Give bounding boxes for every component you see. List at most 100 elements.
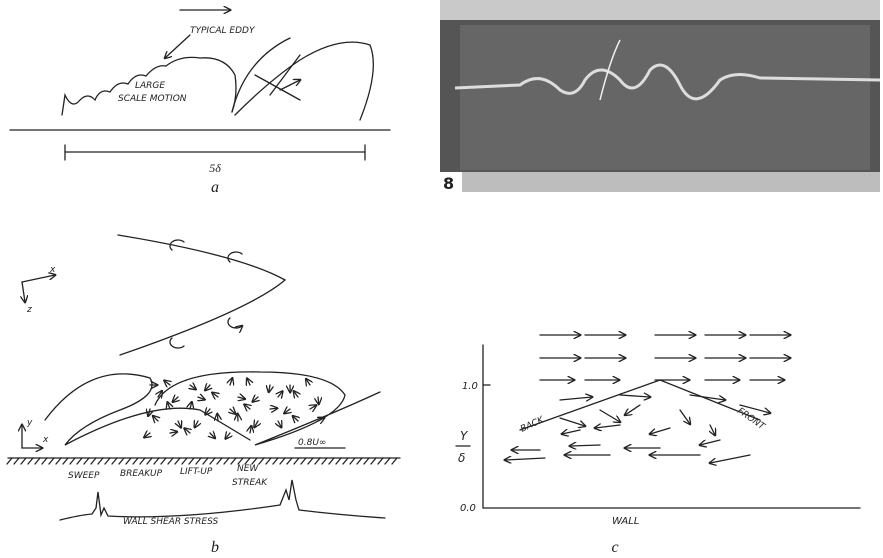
vector — [505, 458, 545, 460]
annotation: LIFT-UP — [180, 467, 213, 477]
vector — [650, 428, 670, 434]
hatch-mark — [147, 458, 152, 464]
flow-arrow — [255, 421, 258, 427]
annotation: STREAK — [232, 478, 268, 488]
hatch-mark — [371, 458, 376, 464]
vector — [562, 430, 580, 434]
annotation: NEW — [237, 464, 259, 474]
hatch-mark — [133, 458, 138, 464]
annotation: BACK — [519, 415, 546, 435]
vector — [595, 425, 620, 428]
hatch-mark — [301, 458, 306, 464]
hatch-mark — [392, 458, 397, 464]
flow-arrow — [178, 421, 181, 427]
axis — [22, 275, 55, 282]
photo-band — [440, 0, 880, 20]
flow-arrow — [185, 429, 190, 433]
label: TYPICAL EDDY — [190, 26, 256, 36]
hatch-mark — [63, 458, 68, 464]
y-label: Y — [460, 429, 469, 443]
flow-arrow — [269, 385, 270, 392]
flow-arrow — [190, 402, 192, 409]
flow-arrow — [217, 414, 218, 421]
flow-arrow — [253, 397, 258, 402]
photo-label: 8 — [443, 174, 454, 193]
hatch-mark — [154, 458, 159, 464]
hatch-mark — [385, 458, 390, 464]
bulge — [232, 38, 373, 120]
hairpin — [118, 235, 285, 355]
hatch-mark — [196, 458, 201, 464]
hatch-mark — [84, 458, 89, 464]
y-tick-label: 1.0 — [462, 381, 478, 392]
hatch-mark — [189, 458, 194, 464]
flow-arrow — [306, 379, 310, 385]
label: SCALE MOTION — [118, 94, 187, 104]
vector — [570, 445, 600, 446]
flow-arrow — [318, 397, 319, 404]
hatch-mark — [14, 458, 19, 464]
hatch-mark — [308, 458, 313, 464]
hatch-mark — [287, 458, 292, 464]
flow-arrow — [153, 416, 158, 421]
flow-arrow — [278, 392, 282, 397]
hatch-mark — [70, 458, 75, 464]
annotation: FRONT — [735, 406, 767, 433]
axis-label: z — [26, 305, 32, 315]
photo-field — [460, 25, 870, 170]
annotation: BREAKUP — [120, 469, 163, 479]
panel-b: x z y x 0.8U∞ SWEEP BREAKUP LIFT-UP NEW … — [7, 235, 400, 556]
hatch-mark — [77, 458, 82, 464]
hatch-mark — [112, 458, 117, 464]
hatch-mark — [357, 458, 362, 464]
label: LARGE — [135, 81, 165, 91]
vector — [560, 418, 585, 426]
flow-arrow — [144, 433, 150, 437]
hatch-mark — [329, 458, 334, 464]
flow-arrow — [226, 433, 230, 438]
hatch-mark — [294, 458, 299, 464]
axis-label: x — [49, 265, 56, 275]
hatch-mark — [21, 458, 26, 464]
vector — [600, 410, 620, 422]
vector — [710, 425, 715, 435]
hatch-mark — [210, 458, 215, 464]
hatch-mark — [378, 458, 383, 464]
vector — [620, 395, 650, 397]
panel-a: TYPICAL EDDY LARGE SCALE MOTION 5δ a — [10, 10, 390, 196]
hatch-mark — [140, 458, 145, 464]
flow-arrow — [205, 385, 210, 390]
hatch-mark — [280, 458, 285, 464]
vector — [625, 405, 640, 415]
hatch-mark — [182, 458, 187, 464]
x-label: WALL — [612, 516, 639, 527]
hatch-mark — [231, 458, 236, 464]
axis-label: y — [26, 418, 33, 428]
hatch-mark — [175, 458, 180, 464]
hatch-mark — [105, 458, 110, 464]
y-tick-label: 0.0 — [460, 503, 476, 514]
velocity-label: 0.8U∞ — [298, 438, 326, 448]
hatch-mark — [336, 458, 341, 464]
flow-arrow — [195, 421, 198, 427]
flow-arrow — [278, 421, 281, 427]
hatch-mark — [273, 458, 278, 464]
flow-arrow — [310, 405, 316, 409]
hatch-mark — [91, 458, 96, 464]
panel-c: 1.0 0.0 Y δ BACK FRONT WALL c — [456, 335, 860, 556]
hatch-mark — [203, 458, 208, 464]
hatch-mark — [224, 458, 229, 464]
flow-arrow — [230, 409, 235, 414]
hatch-mark — [259, 458, 264, 464]
panel-label: a — [211, 179, 219, 196]
vector — [560, 397, 592, 400]
flow-arrow — [230, 378, 232, 385]
scale-label: 5δ — [209, 161, 221, 175]
hatch-mark — [315, 458, 320, 464]
flow-arrow — [164, 381, 170, 385]
vortex — [170, 240, 242, 348]
flow-arrow — [210, 433, 215, 438]
hatch-mark — [42, 458, 47, 464]
flow-arrow — [148, 409, 150, 416]
flow-arrow — [205, 409, 210, 414]
